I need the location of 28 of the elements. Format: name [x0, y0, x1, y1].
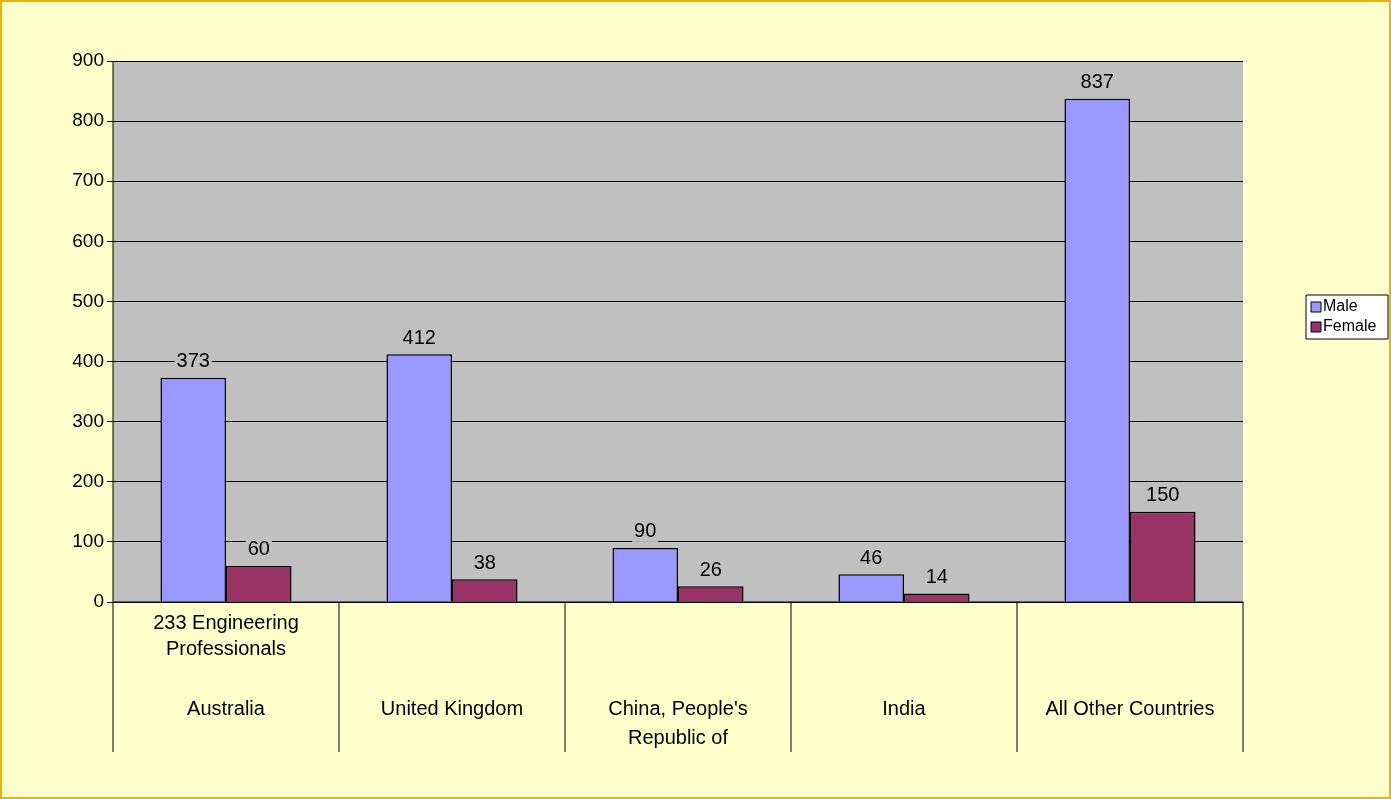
y-tick-label: 300: [72, 409, 104, 431]
x-tick-label: All Other Countries: [1045, 696, 1215, 719]
x-tick-label: India: [882, 696, 927, 719]
data-label: 60: [247, 537, 270, 560]
y-tick-label: 400: [72, 349, 104, 371]
data-label: 837: [1080, 70, 1114, 93]
y-tick-label: 700: [72, 169, 104, 191]
x-tick-label: United Kingdom: [380, 696, 524, 719]
data-label: 373: [176, 349, 210, 372]
y-tick-label: 900: [72, 49, 104, 71]
y-tick-label: 800: [72, 109, 104, 131]
legend-label: Male: [1323, 297, 1358, 315]
x-tick-label: China, People's Republic of: [608, 696, 748, 748]
y-tick-label: 100: [72, 530, 104, 552]
text: 233 Engineering Professionals: [153, 610, 299, 659]
legend-label: Female: [1323, 317, 1377, 335]
y-tick-label: 600: [72, 229, 104, 251]
x-tick-label: Australia: [187, 696, 266, 719]
data-label: 26: [699, 557, 722, 580]
data-label: 14: [925, 565, 948, 588]
data-label: 38: [473, 550, 496, 573]
y-tick-label: 200: [72, 470, 104, 492]
data-label: 46: [860, 545, 883, 568]
data-label: 150: [1146, 483, 1180, 506]
data-label: 90: [634, 519, 657, 542]
y-tick-label: 500: [72, 289, 104, 311]
data-label: 412: [402, 325, 436, 348]
y-tick-label: 0: [93, 590, 104, 612]
